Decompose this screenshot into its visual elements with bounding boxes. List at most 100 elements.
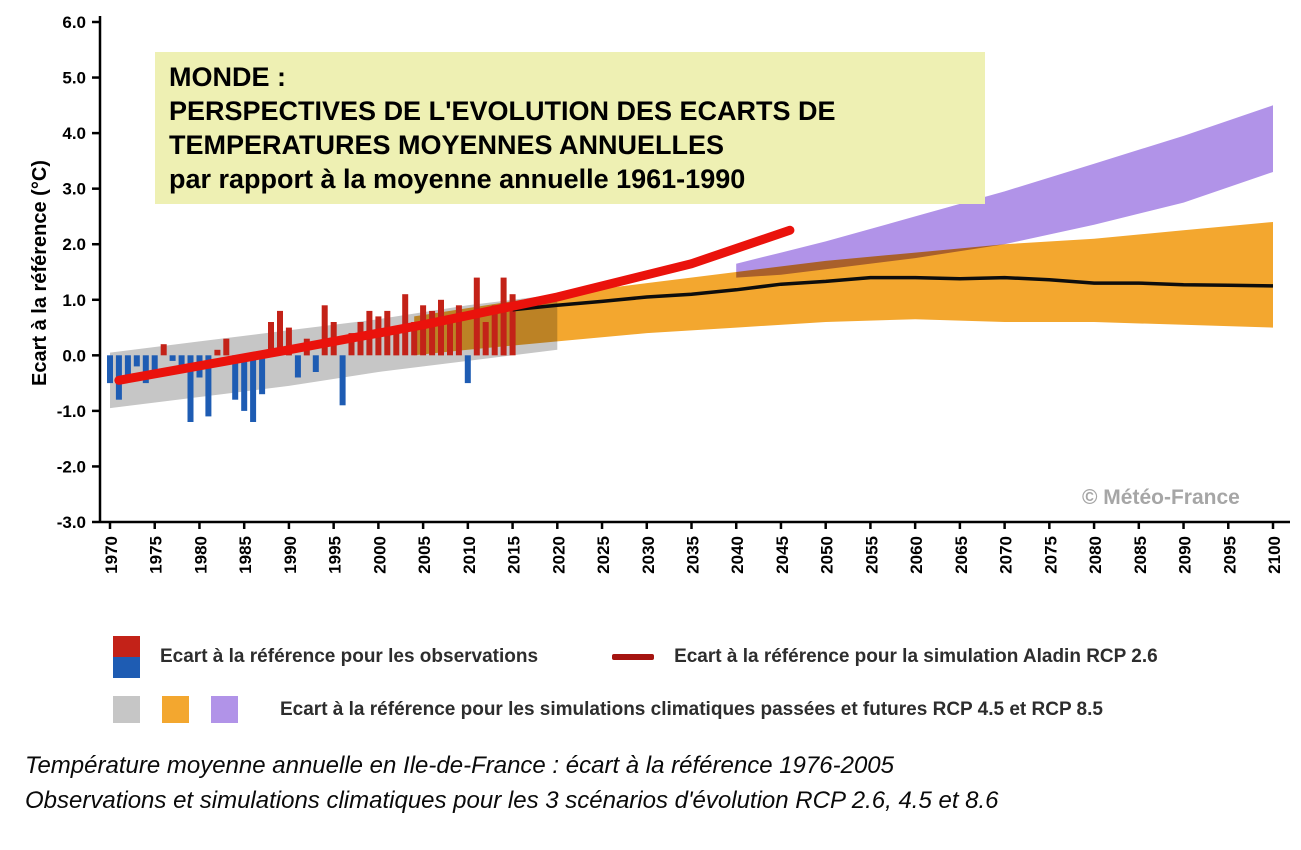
observation-bar <box>420 305 427 356</box>
observation-bar <box>285 327 292 356</box>
x-tick-label: 2005 <box>415 536 434 574</box>
aladin-line-swatch <box>612 654 655 660</box>
observation-bar <box>509 294 516 356</box>
legend-label-aladin: Ecart à la référence pour la simulation … <box>674 646 1158 667</box>
observation-bar <box>500 277 507 356</box>
past-simulations-swatch <box>113 696 140 723</box>
y-tick-label: 2.0 <box>62 235 86 254</box>
observation-bar <box>491 305 498 356</box>
x-tick-label: 1985 <box>236 536 255 574</box>
x-tick-label: 2015 <box>505 536 524 574</box>
legend-label-bands: Ecart à la référence pour les simulation… <box>280 698 1103 720</box>
x-tick-label: 2050 <box>818 536 837 574</box>
observation-bar <box>411 322 418 356</box>
x-tick-label: 1990 <box>281 536 300 574</box>
observation-bar <box>205 355 212 417</box>
observations-blue-swatch <box>113 657 140 678</box>
x-tick-label: 2000 <box>370 536 389 574</box>
x-tick-label: 2090 <box>1176 536 1195 574</box>
observation-bar <box>393 327 400 356</box>
chart-title-line-4: par rapport à la moyenne annuelle 1961-1… <box>169 164 746 195</box>
x-tick-label: 2070 <box>997 536 1016 574</box>
aladin-rcp26-line <box>114 225 795 385</box>
median-simulation-line <box>512 275 1274 312</box>
observation-bar <box>294 355 301 378</box>
chart-title-line-1: MONDE : <box>169 62 286 92</box>
observation-bar <box>160 344 167 356</box>
observation-bar <box>455 305 462 356</box>
observation-bar <box>321 305 328 356</box>
x-tick-label: 2020 <box>549 536 568 574</box>
x-tick-label: 2030 <box>639 536 658 574</box>
observation-bar <box>178 355 185 372</box>
observation-bar <box>169 355 176 361</box>
chart-title-line-2: PERSPECTIVES DE L'EVOLUTION DES ECARTS D… <box>169 96 836 127</box>
y-tick-label: 3.0 <box>62 180 86 199</box>
y-tick-label: 0.0 <box>62 346 86 365</box>
observation-bar <box>464 355 471 384</box>
band-rcp45 <box>414 222 1273 356</box>
y-tick-label: 4.0 <box>62 124 86 143</box>
observation-bar <box>232 355 239 400</box>
y-tick-label: 5.0 <box>62 69 86 88</box>
x-tick-label: 2045 <box>773 536 792 574</box>
y-tick-label: 6.0 <box>62 13 86 32</box>
observation-bar <box>107 355 113 384</box>
rcp45-swatch <box>162 696 189 723</box>
x-tick-label: 2025 <box>594 536 613 574</box>
chart-title-box: MONDE : PERSPECTIVES DE L'EVOLUTION DES … <box>155 52 985 205</box>
x-tick-label: 2080 <box>1086 536 1105 574</box>
observation-bar <box>142 355 149 384</box>
y-tick-label: -1.0 <box>57 402 86 421</box>
caption-line-1: Température moyenne annuelle en Ile-de-F… <box>25 752 894 779</box>
observation-bar <box>429 310 436 356</box>
x-tick-label: 2075 <box>1041 536 1060 574</box>
x-tick-label: 2035 <box>684 536 703 574</box>
observations-swatch <box>113 636 140 678</box>
observation-bar <box>438 299 444 356</box>
x-tick-label: 2040 <box>728 536 747 574</box>
rcp85-swatch <box>211 696 238 723</box>
x-tick-label: 2095 <box>1220 536 1239 574</box>
meteo-france-watermark: © Météo-France <box>1082 486 1240 509</box>
y-tick-label: -3.0 <box>57 513 86 532</box>
chart-title-line-3: TEMPERATURES MOYENNES ANNUELLES <box>169 130 725 161</box>
band-rcp85 <box>736 105 1273 278</box>
observation-bar <box>259 355 266 395</box>
legend-row-bands: Ecart à la référence pour les simulation… <box>113 696 1301 723</box>
x-tick-label: 2010 <box>460 536 479 574</box>
x-tick-label: 2065 <box>952 536 971 574</box>
observation-bar <box>241 355 248 411</box>
climate-anomaly-chart: 6.0 5.0 4.0 3.0 2.0 1.0 0.0 -1.0 -2.0 -3.0 1970 197… <box>29 13 1290 574</box>
x-tick-label: 2085 <box>1131 536 1150 574</box>
observation-bar <box>348 333 355 356</box>
observation-bar <box>277 310 283 356</box>
observation-bar <box>187 355 194 422</box>
chart-legend: Ecart à la référence pour les observatio… <box>113 636 1301 723</box>
figure-caption: Température moyenne annuelle en Ile-de-F… <box>25 749 1301 819</box>
y-axis-label: Ecart à la référence (°C) <box>29 160 51 386</box>
legend-label-observations: Ecart à la référence pour les observatio… <box>160 646 539 667</box>
x-tick-label: 1975 <box>147 536 166 574</box>
x-tick-label: 1995 <box>326 536 345 574</box>
legend-row-observations-aladin: Ecart à la référence pour les observatio… <box>113 636 1301 678</box>
x-tick-label: 1970 <box>102 536 121 574</box>
x-tick-label: 2100 <box>1265 536 1284 574</box>
observation-bar <box>214 349 221 356</box>
observation-bar <box>124 355 131 378</box>
observation-bar <box>482 322 489 356</box>
y-tick-label: 1.0 <box>62 291 86 310</box>
observation-bar <box>447 316 453 356</box>
observation-bar <box>250 355 257 422</box>
observation-bar <box>133 355 140 367</box>
x-tick-label: 2055 <box>862 536 881 574</box>
chart-plot-canvas: 6.0 5.0 4.0 3.0 2.0 1.0 0.0 -1.0 -2.0 -3.0 1970 197… <box>57 13 1290 574</box>
observation-bar <box>339 355 346 406</box>
observation-bar <box>312 355 319 372</box>
x-tick-label: 1980 <box>191 536 210 574</box>
y-tick-label: -2.0 <box>57 457 86 476</box>
observation-bar <box>223 338 230 356</box>
observation-bar <box>268 322 274 356</box>
observations-red-swatch <box>113 636 140 657</box>
caption-line-2: Observations et simulations climatiques … <box>25 786 999 814</box>
